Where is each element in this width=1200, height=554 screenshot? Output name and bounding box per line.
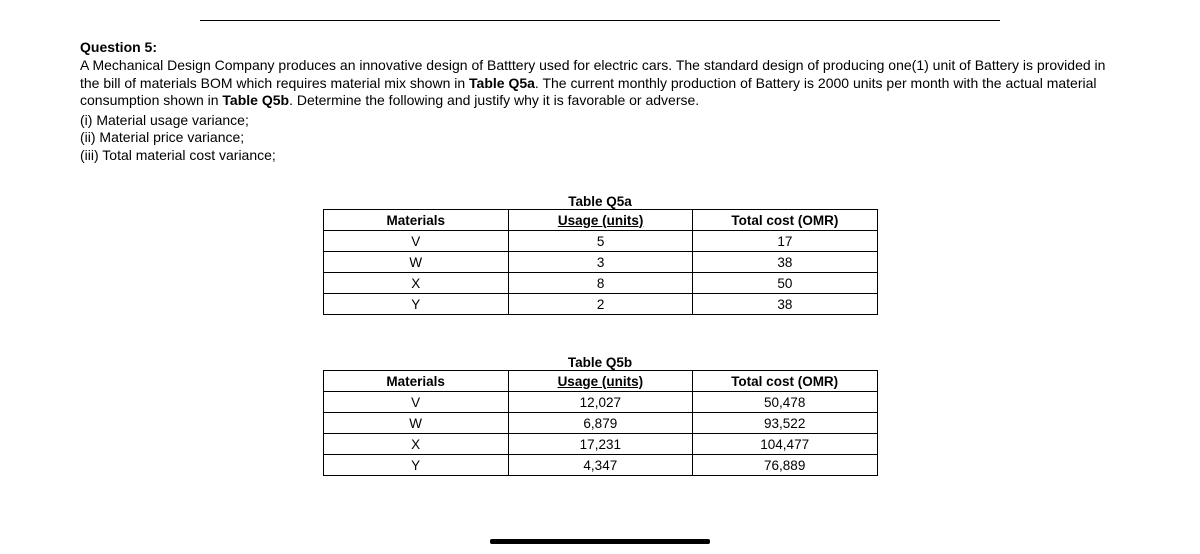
th-materials: Materials: [323, 371, 508, 392]
th-materials: Materials: [323, 210, 508, 231]
cell-usage: 2: [508, 294, 692, 315]
th-total-cost: Total cost (OMR): [692, 371, 877, 392]
cell-material: X: [323, 273, 508, 294]
th-total-cost: Total cost (OMR): [693, 210, 877, 231]
question-items: (i) Material usage variance; (ii) Materi…: [80, 112, 1120, 165]
bottom-handle-bar: [490, 539, 710, 544]
table-q5a: Materials Usage (units) Total cost (OMR)…: [323, 209, 878, 315]
cell-cost: 50,478: [692, 392, 877, 413]
table-q5a-block: Table Q5a Materials Usage (units) Total …: [323, 194, 878, 315]
question-body: A Mechanical Design Company produces an …: [80, 57, 1120, 110]
q-item-2: (ii) Material price variance;: [80, 129, 1120, 147]
cell-material: Y: [323, 294, 508, 315]
cell-usage: 6,879: [508, 413, 692, 434]
top-divider: [200, 20, 1000, 21]
question-heading: Question 5:: [80, 39, 1120, 55]
table-row: W 6,879 93,522: [323, 413, 877, 434]
table-row: Materials Usage (units) Total cost (OMR): [323, 210, 877, 231]
cell-usage: 8: [508, 273, 692, 294]
cell-cost: 38: [693, 252, 877, 273]
cell-usage: 3: [508, 252, 692, 273]
table-row: V 5 17: [323, 231, 877, 252]
cell-material: W: [323, 413, 508, 434]
cell-material: X: [323, 434, 508, 455]
table-q5b-block: Table Q5b Materials Usage (units) Total …: [323, 355, 878, 476]
q-body-bold2: Table Q5b: [222, 92, 289, 108]
cell-usage: 12,027: [508, 392, 692, 413]
table-q5a-title: Table Q5a: [323, 194, 878, 209]
th-usage: Usage (units): [508, 371, 692, 392]
page-root: Question 5: A Mechanical Design Company …: [0, 0, 1200, 554]
th-usage: Usage (units): [508, 210, 692, 231]
cell-material: V: [323, 392, 508, 413]
table-row: Y 4,347 76,889: [323, 455, 877, 476]
table-row: Materials Usage (units) Total cost (OMR): [323, 371, 877, 392]
cell-cost: 104,477: [692, 434, 877, 455]
table-row: W 3 38: [323, 252, 877, 273]
cell-cost: 50: [693, 273, 877, 294]
cell-usage: 17,231: [508, 434, 692, 455]
cell-cost: 93,522: [692, 413, 877, 434]
cell-material: V: [323, 231, 508, 252]
cell-cost: 38: [693, 294, 877, 315]
q-body-part3: . Determine the following and justify wh…: [289, 92, 699, 108]
cell-cost: 76,889: [692, 455, 877, 476]
tables-container: Table Q5a Materials Usage (units) Total …: [80, 194, 1120, 476]
table-row: Y 2 38: [323, 294, 877, 315]
cell-usage: 5: [508, 231, 692, 252]
q-body-bold1: Table Q5a: [469, 75, 535, 91]
table-q5b-title: Table Q5b: [323, 355, 878, 370]
q-item-3: (iii) Total material cost variance;: [80, 147, 1120, 165]
q-item-1: (i) Material usage variance;: [80, 112, 1120, 130]
cell-cost: 17: [693, 231, 877, 252]
table-row: X 8 50: [323, 273, 877, 294]
cell-usage: 4,347: [508, 455, 692, 476]
table-row: X 17,231 104,477: [323, 434, 877, 455]
cell-material: W: [323, 252, 508, 273]
table-q5b: Materials Usage (units) Total cost (OMR)…: [323, 370, 878, 476]
table-row: V 12,027 50,478: [323, 392, 877, 413]
cell-material: Y: [323, 455, 508, 476]
